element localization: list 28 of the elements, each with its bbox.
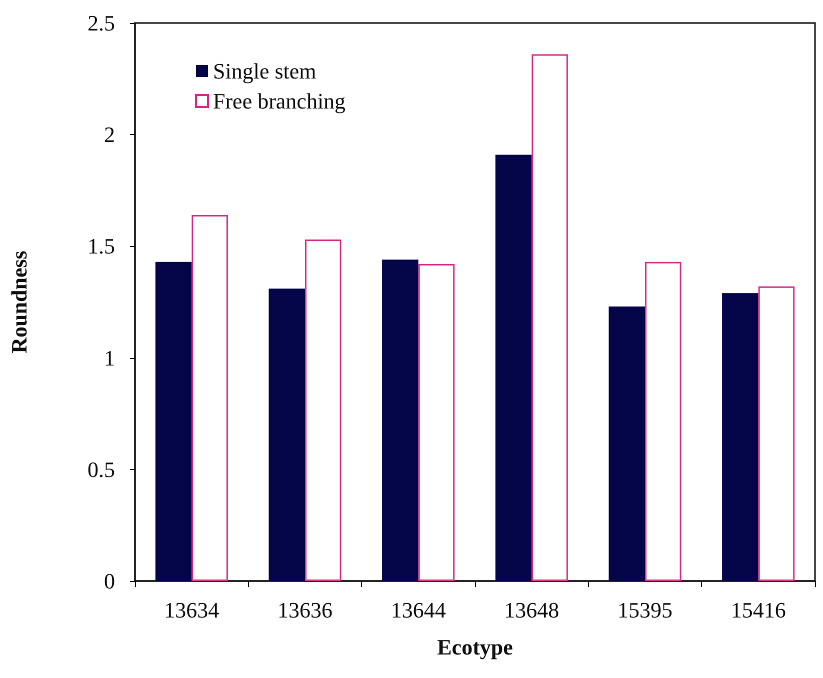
bar [418, 264, 455, 581]
bar [155, 262, 192, 581]
bar [305, 240, 342, 581]
bar [268, 288, 305, 581]
bar [192, 214, 228, 581]
y-tick-label: 2.5 [88, 10, 115, 36]
y-tick-label: 2 [104, 122, 115, 148]
bar [608, 306, 645, 581]
bar [645, 262, 682, 581]
legend-label: Single stem [213, 58, 316, 84]
x-tick-label: 15395 [618, 598, 672, 622]
x-axis-title: Ecotype [437, 634, 514, 660]
x-tick-label: 13636 [278, 598, 332, 622]
y-tick-label: 1 [104, 345, 115, 370]
bar [382, 260, 418, 581]
x-tick-label: 13648 [504, 598, 560, 622]
x-tick-label: 13634 [164, 598, 220, 622]
legend-label: Free branching [213, 88, 346, 114]
x-tick-label: 15416 [730, 598, 786, 622]
bar [722, 293, 758, 581]
bar [758, 286, 795, 581]
y-axis-title: Roundness [6, 250, 32, 354]
y-tick-label: 1.5 [88, 234, 115, 259]
x-tick-label: 13644 [390, 598, 446, 622]
bar [532, 54, 568, 581]
y-tick-label: 0 [104, 568, 115, 594]
bar [495, 154, 532, 581]
y-tick-label: 0.5 [88, 456, 115, 482]
